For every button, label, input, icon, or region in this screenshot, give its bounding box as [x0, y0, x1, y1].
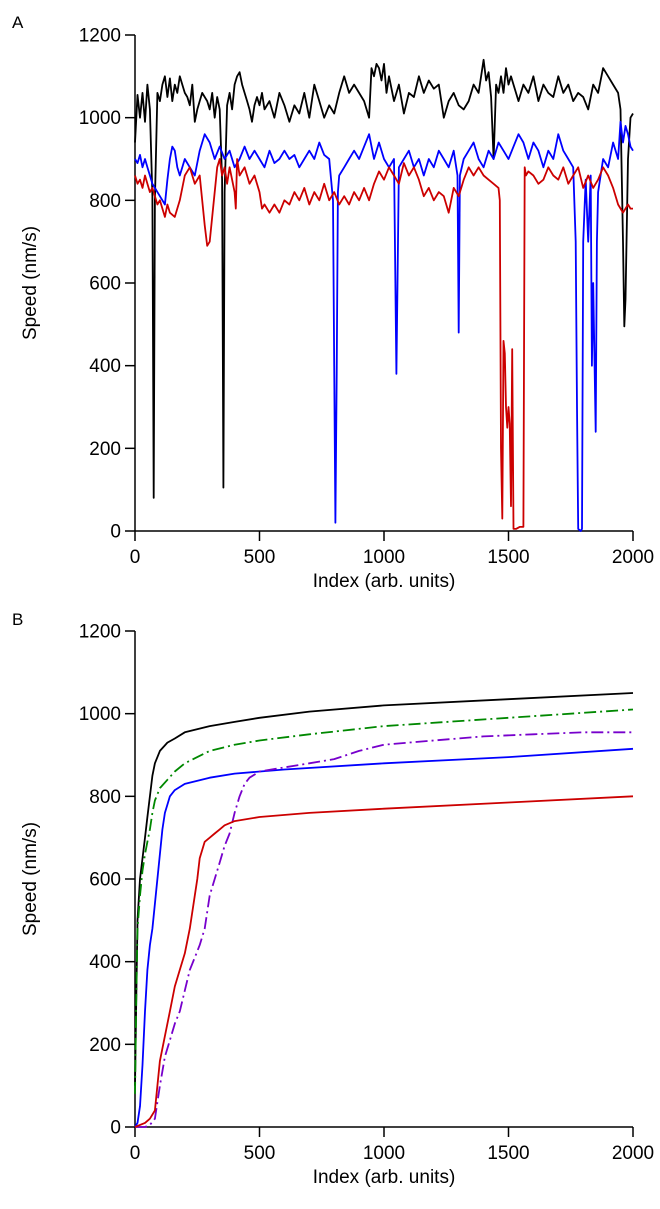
x-tick-label: 1000 — [363, 547, 405, 568]
panel-label: A — [12, 13, 24, 32]
y-tick-label: 200 — [89, 439, 121, 460]
x-tick-label: 500 — [244, 547, 276, 568]
x-axis-label: Index (arb. units) — [313, 1167, 456, 1188]
chart-panel-b: B 0 200 400 600 800 1000 1200 0 500 1000 1500 2000 In… — [12, 610, 654, 1188]
chart-panel-a: A 0 200 400 600 800 1000 1200 0 500 1000 1500 2000 In… — [12, 13, 654, 592]
x-tick-label: 1000 — [363, 1143, 405, 1164]
x-tick-label: 0 — [130, 547, 141, 568]
y-tick-label: 600 — [89, 274, 121, 295]
y-axis-label: Speed (nm/s) — [20, 822, 41, 936]
x-tick-label: 1500 — [487, 1143, 529, 1164]
series-line-5 — [134, 795, 634, 1128]
y-tick-label: 400 — [89, 952, 121, 973]
x-tick-label: 1500 — [487, 547, 529, 568]
y-axis-label: Speed (nm/s) — [20, 226, 41, 340]
series-line-3 — [134, 158, 633, 530]
y-tick-label: 1200 — [79, 26, 121, 47]
x-tick-label: 500 — [244, 1143, 276, 1164]
y-tick-label: 0 — [110, 1118, 121, 1139]
y-tick-label: 600 — [89, 870, 121, 891]
series-line-3 — [134, 747, 634, 1128]
x-tick-label: 0 — [130, 1143, 141, 1164]
series-line-1 — [134, 58, 634, 499]
series-line-1 — [134, 692, 634, 1086]
y-tick-label: 1000 — [79, 704, 121, 725]
y-tick-label: 800 — [89, 191, 121, 212]
y-tick-label: 200 — [89, 1035, 121, 1056]
series-line-2 — [134, 708, 634, 1094]
panel-label: B — [12, 610, 23, 629]
series-line-4 — [135, 731, 633, 1128]
y-tick-label: 1200 — [79, 622, 121, 643]
y-tick-label: 0 — [110, 522, 121, 543]
series-line-2 — [134, 120, 634, 532]
x-tick-label: 2000 — [612, 1143, 654, 1164]
x-axis-label: Index (arb. units) — [313, 571, 456, 592]
x-tick-label: 2000 — [612, 547, 654, 568]
y-tick-label: 400 — [89, 356, 121, 377]
y-tick-label: 800 — [89, 787, 121, 808]
y-tick-label: 1000 — [79, 108, 121, 129]
